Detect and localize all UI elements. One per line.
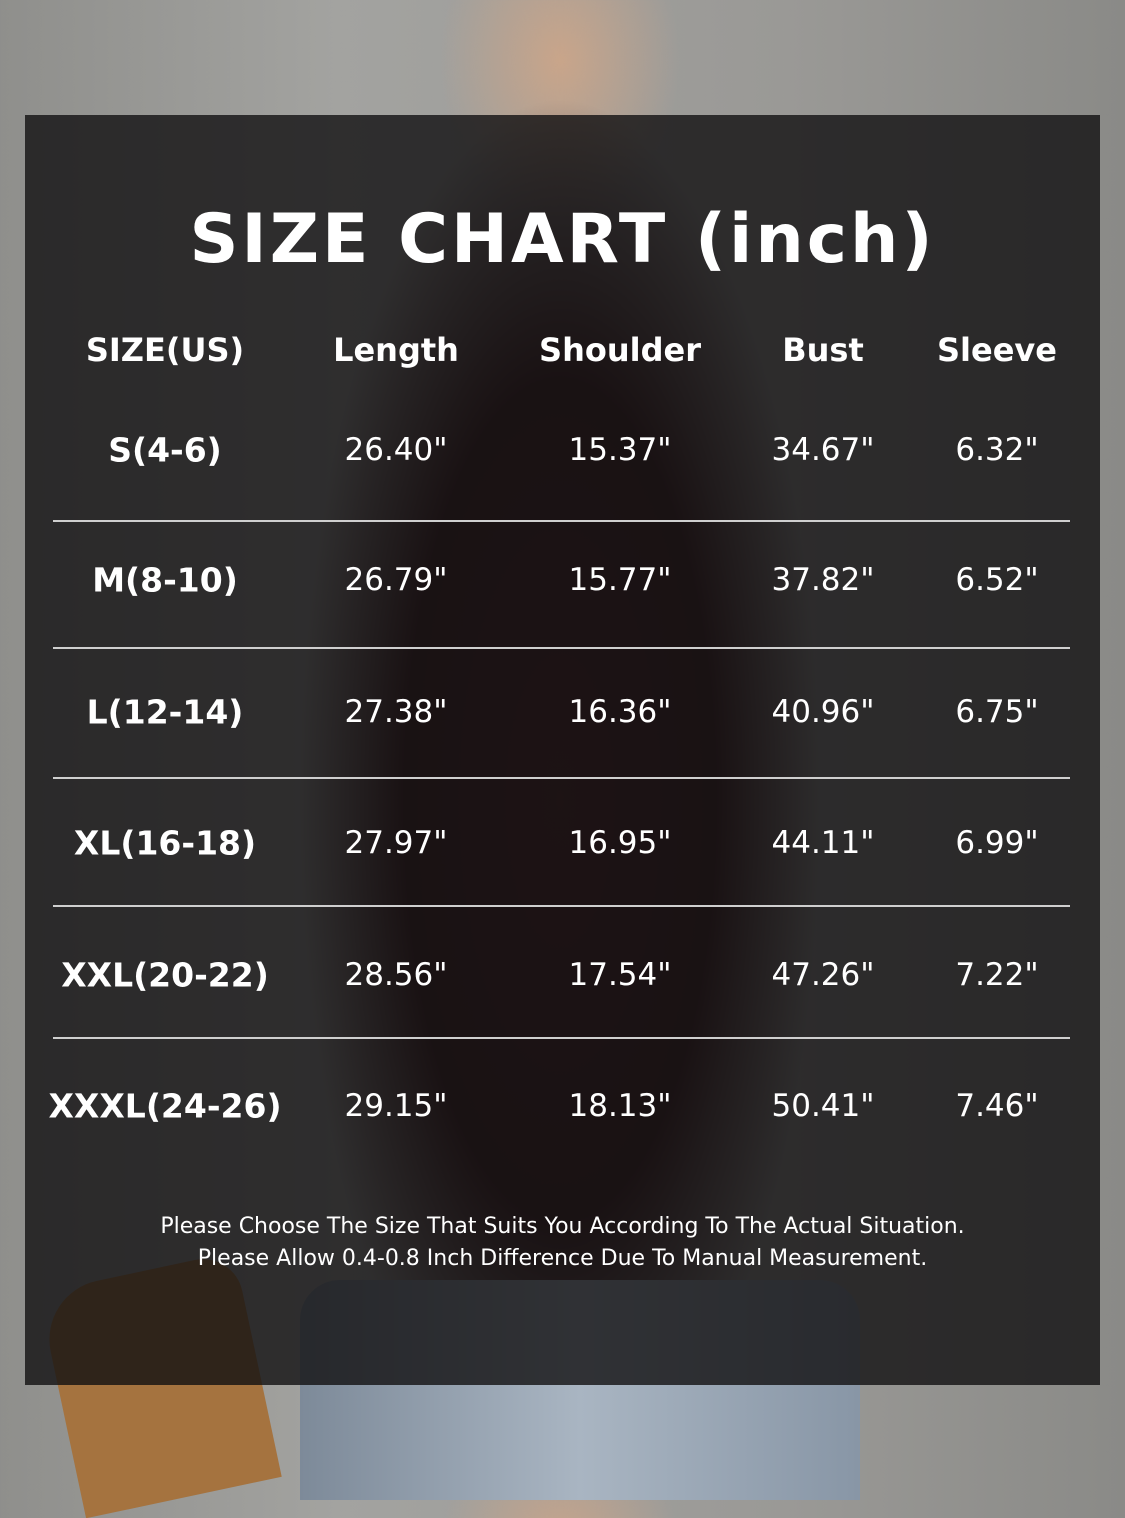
cell-bust: 47.26": [771, 957, 875, 993]
cell-size: XXXL(24-26): [48, 1086, 282, 1126]
header-shoulder: Shoulder: [539, 331, 701, 369]
cell-bust: 44.11": [771, 825, 875, 861]
cell-sleeve: 7.46": [955, 1088, 1039, 1124]
header-length: Length: [333, 331, 459, 369]
row-divider: [53, 1037, 1070, 1039]
chart-title: SIZE CHART (inch): [189, 200, 936, 279]
cell-size: S(4-6): [108, 430, 222, 470]
cell-sleeve: 6.75": [955, 694, 1039, 730]
cell-shoulder: 16.36": [568, 694, 672, 730]
cell-shoulder: 17.54": [568, 957, 672, 993]
cell-shoulder: 15.77": [568, 562, 672, 598]
header-size: SIZE(US): [85, 331, 245, 369]
note-line-2: Please Allow 0.4-0.8 Inch Difference Due…: [197, 1246, 928, 1271]
cell-size: L(12-14): [86, 692, 244, 732]
row-divider: [53, 905, 1070, 907]
cell-length: 29.15": [344, 1088, 448, 1124]
cell-sleeve: 6.99": [955, 825, 1039, 861]
cell-size: XL(16-18): [73, 823, 257, 863]
cell-sleeve: 6.32": [955, 432, 1039, 468]
note-line-1: Please Choose The Size That Suits You Ac…: [160, 1214, 965, 1239]
cell-bust: 50.41": [771, 1088, 875, 1124]
cell-sleeve: 7.22": [955, 957, 1039, 993]
header-sleeve: Sleeve: [937, 331, 1057, 369]
row-divider: [53, 647, 1070, 649]
cell-bust: 37.82": [771, 562, 875, 598]
cell-bust: 34.67": [771, 432, 875, 468]
header-bust: Bust: [782, 331, 864, 369]
size-chart-panel: [25, 115, 1100, 1385]
cell-shoulder: 16.95": [568, 825, 672, 861]
cell-bust: 40.96": [771, 694, 875, 730]
cell-shoulder: 18.13": [568, 1088, 672, 1124]
cell-length: 27.97": [344, 825, 448, 861]
cell-size: M(8-10): [92, 560, 238, 600]
cell-length: 26.40": [344, 432, 448, 468]
cell-length: 26.79": [344, 562, 448, 598]
cell-length: 27.38": [344, 694, 448, 730]
cell-shoulder: 15.37": [568, 432, 672, 468]
cell-length: 28.56": [344, 957, 448, 993]
cell-size: XXL(20-22): [61, 955, 269, 995]
cell-sleeve: 6.52": [955, 562, 1039, 598]
row-divider: [53, 777, 1070, 779]
row-divider: [53, 520, 1070, 522]
